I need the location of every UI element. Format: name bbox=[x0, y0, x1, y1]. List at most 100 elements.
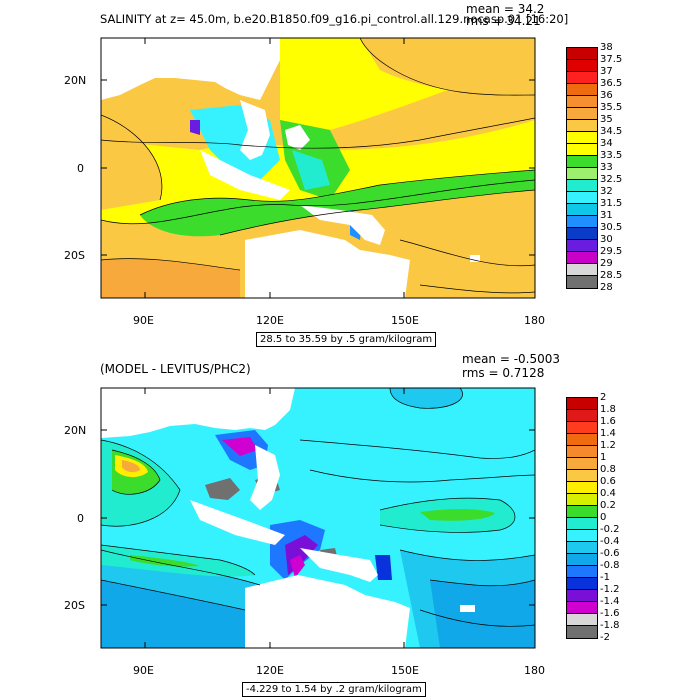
colorbar-label: 31.5 bbox=[600, 198, 623, 209]
panel2-lat-label-20s: 20S bbox=[64, 599, 85, 612]
colorbar-label: 0.6 bbox=[600, 476, 616, 487]
colorbar-swatch bbox=[567, 530, 597, 542]
colorbar-swatch bbox=[567, 276, 597, 288]
panel2-caption: -4.229 to 1.54 by .2 gram/kilogram bbox=[242, 682, 426, 697]
colorbar-swatch bbox=[567, 410, 597, 422]
colorbar-swatch bbox=[567, 626, 597, 638]
colorbar-swatch bbox=[567, 120, 597, 132]
colorbar-swatch bbox=[567, 542, 597, 554]
colorbar-swatch bbox=[567, 578, 597, 590]
panel2-lat-label-0: 0 bbox=[77, 512, 84, 525]
colorbar-swatch bbox=[567, 470, 597, 482]
panel1-caption: 28.5 to 35.59 by .5 gram/kilogram bbox=[256, 332, 437, 347]
colorbar-label: -2 bbox=[600, 632, 610, 643]
colorbar-label: 34 bbox=[600, 138, 613, 149]
colorbar-label: 1.6 bbox=[600, 416, 616, 427]
colorbar-swatch bbox=[567, 458, 597, 470]
colorbar-swatch bbox=[567, 228, 597, 240]
colorbar-label: -0.2 bbox=[600, 524, 620, 535]
colorbar-label: -1.2 bbox=[600, 584, 620, 595]
panel2-rms: rms = 0.7128 bbox=[462, 366, 545, 380]
colorbar-swatch bbox=[567, 144, 597, 156]
colorbar-swatch bbox=[567, 204, 597, 216]
colorbar-label: 32.5 bbox=[600, 174, 623, 185]
colorbar-label: 33 bbox=[600, 162, 613, 173]
colorbar-swatch bbox=[567, 446, 597, 458]
colorbar-label: -0.8 bbox=[600, 560, 620, 571]
colorbar-swatch bbox=[567, 168, 597, 180]
panel2-mean: mean = -0.5003 bbox=[462, 352, 561, 366]
colorbar-label: 0.8 bbox=[600, 464, 616, 475]
colorbar-swatch bbox=[567, 216, 597, 228]
colorbar-label: 37.5 bbox=[600, 54, 623, 65]
colorbar-label: 37 bbox=[600, 66, 613, 77]
colorbar-swatch bbox=[567, 264, 597, 276]
panel1-lat-label-20n: 20N bbox=[64, 74, 87, 87]
panel2-title: (MODEL - LEVITUS/PHC2) bbox=[100, 362, 251, 376]
colorbar-label: 0.4 bbox=[600, 488, 616, 499]
colorbar-swatch bbox=[567, 252, 597, 264]
colorbar-swatch bbox=[567, 518, 597, 530]
panel2-lon-label-180: 180 bbox=[524, 664, 545, 677]
colorbar-swatch bbox=[567, 72, 597, 84]
colorbar-label: 33.5 bbox=[600, 150, 623, 161]
colorbar-label: 34.5 bbox=[600, 126, 623, 137]
colorbar-label: 28.5 bbox=[600, 270, 623, 281]
colorbar-swatch bbox=[567, 554, 597, 566]
colorbar-label: 29.5 bbox=[600, 246, 623, 257]
colorbar-swatch bbox=[567, 422, 597, 434]
colorbar-label: 36 bbox=[600, 90, 613, 101]
colorbar-swatch bbox=[567, 96, 597, 108]
colorbar-label: -1 bbox=[600, 572, 610, 583]
panel1-lat-label-20s: 20S bbox=[64, 249, 85, 262]
colorbar-label: -1.8 bbox=[600, 620, 620, 631]
colorbar-swatch bbox=[567, 108, 597, 120]
colorbar-swatch bbox=[567, 132, 597, 144]
colorbar-label: -0.6 bbox=[600, 548, 620, 559]
colorbar-swatch bbox=[567, 590, 597, 602]
colorbar-label: 0 bbox=[600, 512, 607, 523]
difference-panel: (MODEL - LEVITUS/PHC2) mean = -0.5003 rm… bbox=[0, 350, 700, 700]
colorbar-label: 35.5 bbox=[600, 102, 623, 113]
colorbar-label: 30.5 bbox=[600, 222, 623, 233]
colorbar-label: 36.5 bbox=[600, 78, 623, 89]
colorbar-swatch bbox=[567, 192, 597, 204]
colorbar-label: 38 bbox=[600, 42, 613, 53]
panel1-title: SALINITY at z= 45.0m, b.e20.B1850.f09_g1… bbox=[100, 12, 569, 26]
salinity-panel: SALINITY at z= 45.0m, b.e20.B1850.f09_g1… bbox=[64, 2, 623, 347]
colorbar-swatch bbox=[567, 482, 597, 494]
panel1-colorbar bbox=[566, 47, 598, 289]
colorbar-label: -1.6 bbox=[600, 608, 620, 619]
colorbar-label: 1 bbox=[600, 452, 607, 463]
colorbar-swatch bbox=[567, 48, 597, 60]
colorbar-label: 31 bbox=[600, 210, 613, 221]
colorbar-swatch bbox=[567, 156, 597, 168]
colorbar-label: -0.4 bbox=[600, 536, 620, 547]
colorbar-swatch bbox=[567, 180, 597, 192]
colorbar-label: 30 bbox=[600, 234, 613, 245]
panel1-lon-label-180: 180 bbox=[524, 314, 545, 327]
colorbar-label: 28 bbox=[600, 282, 613, 293]
panel1-mean: mean = 34.2 bbox=[466, 2, 545, 16]
panel2-lon-label-90e: 90E bbox=[133, 664, 154, 677]
salinity-map bbox=[100, 37, 536, 299]
colorbar-label: 32 bbox=[600, 186, 613, 197]
colorbar-swatch bbox=[567, 84, 597, 96]
colorbar-swatch bbox=[567, 434, 597, 446]
colorbar-label: 2 bbox=[600, 392, 607, 403]
colorbar-label: 1.8 bbox=[600, 404, 616, 415]
panel1-lon-label-90e: 90E bbox=[133, 314, 154, 327]
colorbar-swatch bbox=[567, 506, 597, 518]
colorbar-swatch bbox=[567, 60, 597, 72]
panel1-lon-label-150e: 150E bbox=[391, 314, 419, 327]
panel2-lat-label-20n: 20N bbox=[64, 424, 87, 437]
panel2-colorbar bbox=[566, 397, 598, 639]
colorbar-swatch bbox=[567, 398, 597, 410]
colorbar-label: 29 bbox=[600, 258, 613, 269]
colorbar-label: 0.2 bbox=[600, 500, 616, 511]
colorbar-swatch bbox=[567, 494, 597, 506]
colorbar-swatch bbox=[567, 240, 597, 252]
colorbar-swatch bbox=[567, 614, 597, 626]
panel1-lat-label-0: 0 bbox=[77, 162, 84, 175]
colorbar-label: 1.4 bbox=[600, 428, 616, 439]
